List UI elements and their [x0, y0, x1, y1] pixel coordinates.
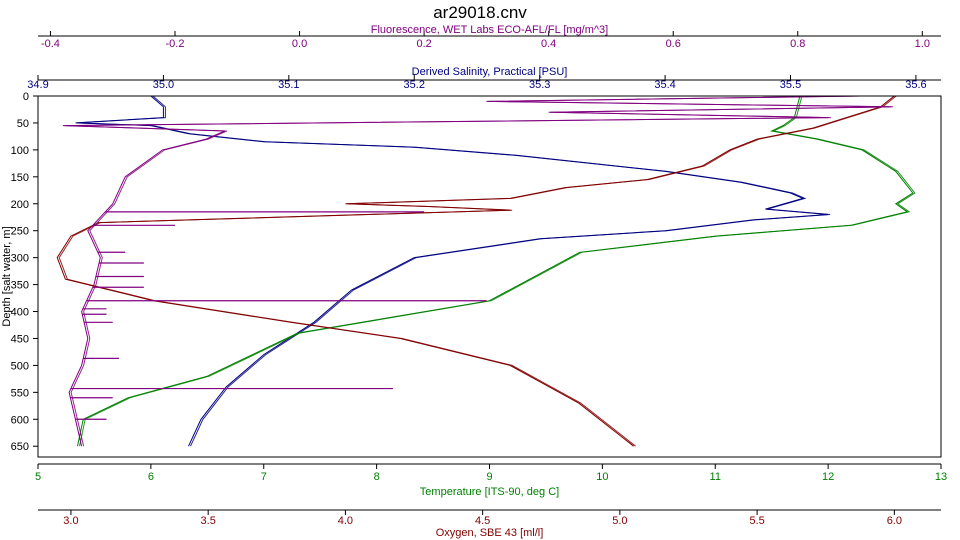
depth-tick-label: 400 [11, 307, 29, 319]
fluorescence-tick-label: -0.4 [41, 38, 60, 50]
oxygen-axis-title: Oxygen, SBE 43 [ml/l] [436, 527, 544, 539]
salinity-line-shadow [77, 95, 831, 447]
salinity-tick-label: 35.2 [404, 79, 425, 91]
temperature-tick-label: 12 [822, 471, 834, 483]
temperature-tick-label: 7 [261, 471, 267, 483]
depth-tick-label: 250 [11, 226, 29, 238]
depth-tick-label: 600 [11, 414, 29, 426]
oxygen-tick-label: 3.5 [201, 515, 216, 527]
temperature-axis-title: Temperature [ITS-90, deg C] [420, 486, 559, 498]
temperature-line-shadow [79, 95, 916, 447]
depth-tick-label: 650 [11, 441, 29, 453]
temperature-tick-label: 11 [710, 471, 721, 483]
oxygen-tick-label: 5.5 [749, 515, 764, 527]
depth-axis-title: Depth [salt water, m] [1, 226, 13, 326]
salinity-axis-title: Derived Salinity, Practical [PSU] [412, 66, 568, 78]
fluorescence-tick-label: 0.2 [416, 38, 431, 50]
oxygen-line-shadow [58, 95, 897, 447]
oxygen-tick-label: 4.5 [475, 515, 490, 527]
temperature-tick-label: 10 [596, 471, 608, 483]
temperature-tick-label: 8 [374, 471, 380, 483]
oxygen-tick-label: 5.0 [612, 515, 627, 527]
salinity-tick-label: 35.5 [780, 79, 801, 91]
oxygen-tick-label: 3.0 [63, 515, 78, 527]
fluorescence-tick-label: 1.0 [915, 38, 930, 50]
fluorescence-tick-label: -0.2 [166, 38, 185, 50]
depth-tick-label: 50 [17, 118, 29, 130]
plot-frame [37, 95, 942, 458]
depth-tick-label: 450 [11, 333, 29, 345]
fluorescence-tick-label: 0.0 [292, 38, 307, 50]
fluorescence-tick-label: 0.8 [790, 38, 805, 50]
axes: -0.4 -0.2 0.0 0.2 0.4 0.6 0.8 1.0 Fluorescence, … [1, 24, 947, 539]
fluorescence-tick-label: 0.4 [541, 38, 556, 50]
temperature-tick-label: 5 [35, 471, 41, 483]
salinity-tick-label: 35.3 [529, 79, 550, 91]
depth-tick-label: 300 [11, 253, 29, 265]
depth-tick-label: 0 [23, 91, 29, 103]
fluorescence-tick-label: 0.6 [666, 38, 681, 50]
temperature-tick-label: 9 [486, 471, 492, 483]
fluorescence-line-shadow [64, 95, 894, 447]
fluorescence-axis-title: Fluorescence, WET Labs ECO-AFL/FL [mg/m^… [371, 24, 608, 36]
depth-tick-label: 500 [11, 360, 29, 372]
series-group [56, 95, 916, 447]
temperature-line [77, 95, 914, 447]
salinity-tick-label: 35.6 [905, 79, 926, 91]
fluorescence-line [62, 95, 892, 447]
temperature-tick-label: 13 [935, 471, 947, 483]
depth-tick-label: 350 [11, 280, 29, 292]
chart-title: ar29018.cnv [433, 3, 527, 22]
depth-tick-label: 150 [11, 172, 29, 184]
depth-tick-label: 100 [11, 145, 29, 157]
salinity-tick-label: 35.0 [153, 79, 174, 91]
temperature-tick-label: 6 [148, 471, 154, 483]
salinity-tick-label: 35.4 [654, 79, 675, 91]
oxygen-line [56, 95, 895, 447]
oxygen-tick-label: 4.0 [338, 515, 353, 527]
depth-tick-label: 550 [11, 387, 29, 399]
salinity-tick-label: 35.1 [278, 79, 299, 91]
salinity-tick-label: 34.9 [27, 79, 48, 91]
oxygen-tick-label: 6.0 [887, 515, 902, 527]
depth-tick-label: 200 [11, 199, 29, 211]
salinity-line [75, 95, 829, 447]
